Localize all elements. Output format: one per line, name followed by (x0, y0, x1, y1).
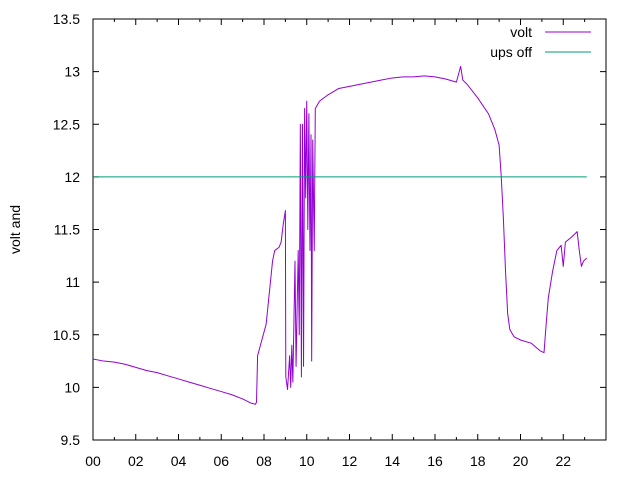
x-tick-label: 08 (256, 453, 272, 469)
y-tick-label: 9.5 (61, 432, 81, 448)
x-tick-label: 10 (299, 453, 315, 469)
legend-label: ups off (490, 44, 532, 60)
x-tick-label: 18 (470, 453, 486, 469)
y-tick-label: 12.5 (53, 116, 80, 132)
series-layer (92, 65, 588, 405)
y-axis: 9.5 10 10.5 11 11.5 12 12.5 13 13.5 (53, 11, 606, 448)
y-tick-label: 13.5 (53, 11, 80, 27)
y-axis-title: volt and (7, 205, 23, 254)
y-tick-label: 12 (64, 169, 80, 185)
y-tick-label: 13 (64, 64, 80, 80)
x-tick-label: 06 (213, 453, 229, 469)
series-line-volt (92, 65, 588, 405)
y-tick-label: 11 (65, 274, 80, 290)
x-tick-label: 04 (171, 453, 187, 469)
x-tick-label: 00 (85, 453, 101, 469)
x-tick-label: 14 (384, 453, 400, 469)
x-tick-label: 02 (128, 453, 144, 469)
x-tick-label: 12 (342, 453, 358, 469)
y-tick-label: 10.5 (53, 327, 80, 343)
x-tick-label: 22 (555, 453, 571, 469)
y-tick-label: 11.5 (54, 222, 80, 238)
x-tick-label: 16 (427, 453, 443, 469)
legend: volt ups off (490, 24, 591, 60)
y-tick-label: 10 (64, 379, 80, 395)
legend-label: volt (510, 24, 532, 40)
x-axis: 00 02 04 06 08 10 12 14 16 18 20 22 (85, 19, 607, 469)
x-tick-label: 20 (513, 453, 529, 469)
